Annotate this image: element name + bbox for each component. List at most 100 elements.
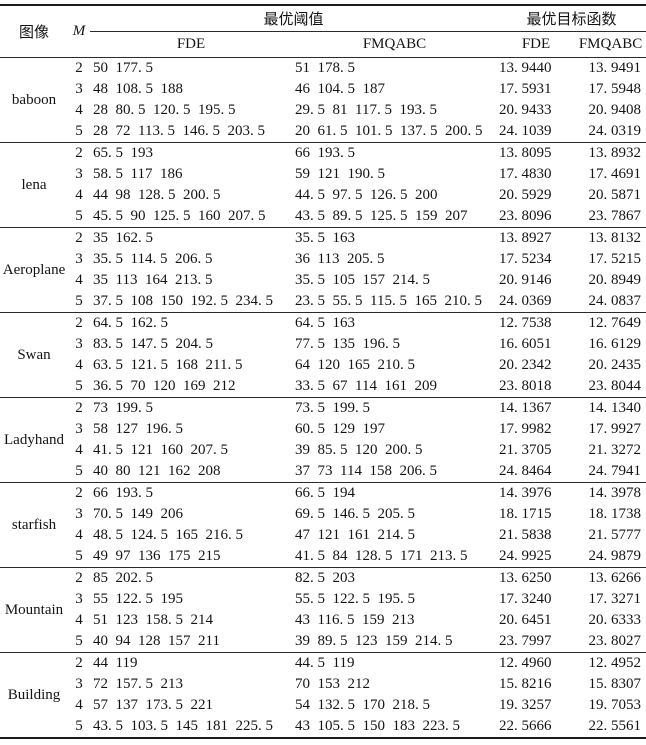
fde-thresholds: 65. 5 193 bbox=[93, 145, 153, 161]
fde-objective-value: 18. 1715 bbox=[499, 506, 552, 522]
table-row: 5 45. 5 90 125. 5 160 207. 5 43. 5 89. 5 1… bbox=[0, 206, 646, 228]
m-value: 3 bbox=[75, 166, 83, 182]
table-row: 3 58 127 196. 5 60. 5 129 197 17. 9982 17. 9… bbox=[0, 419, 646, 440]
fmqabc-objective-value: 23. 8044 bbox=[575, 376, 646, 398]
fde-objective-value: 13. 8095 bbox=[499, 145, 552, 161]
fmqabc-objective-value: 23. 7867 bbox=[575, 206, 646, 228]
fde-thresholds: 72 157. 5 213 bbox=[93, 676, 183, 692]
fmqabc-thresholds: 43 116. 5 159 213 bbox=[295, 612, 415, 628]
table-row: 5 40 80 121 162 208 37 73 114 158 206. 5 24… bbox=[0, 461, 646, 483]
m-value: 2 bbox=[75, 485, 83, 501]
table-row: 5 49 97 136 175 215 41. 5 84 128. 5 171 21… bbox=[0, 546, 646, 568]
m-value: 2 bbox=[75, 60, 83, 76]
fmqabc-objective-value: 12. 4952 bbox=[588, 655, 642, 671]
sub-header-fmqabc-threshold: FMQABC bbox=[292, 31, 498, 58]
m-value: 3 bbox=[75, 676, 83, 692]
fmqabc-thresholds: 54 132. 5 170 218. 5 bbox=[295, 697, 430, 713]
fmqabc-objective-value: 24. 9879 bbox=[575, 546, 646, 568]
fde-objective-value: 23. 8018 bbox=[497, 376, 576, 398]
table-row: starfish 2 66 193. 5 66. 5 194 14. 3976 14. 3… bbox=[0, 482, 646, 568]
m-value: 4 bbox=[75, 102, 83, 118]
m-value: 4 bbox=[75, 527, 83, 543]
fde-objective-value: 14. 1367 bbox=[499, 400, 552, 416]
fmqabc-objective-value: 17. 5948 bbox=[588, 81, 642, 97]
results-table: 图像 M 最优阈值 最优目标函数 FDE FMQABC FDE FMQABC b… bbox=[0, 4, 646, 739]
fde-thresholds: 55 122. 5 195 bbox=[93, 591, 183, 607]
fmqabc-objective-value: 22. 5561 bbox=[588, 718, 642, 734]
m-value: 4 bbox=[75, 272, 83, 288]
m-value: 4 bbox=[75, 442, 83, 458]
fmqabc-thresholds: 64. 5 163 bbox=[295, 315, 355, 331]
table-row: 3 55 122. 5 195 55. 5 122. 5 195. 5 17. 324… bbox=[0, 589, 646, 610]
fde-thresholds: 28 80. 5 120. 5 195. 5 bbox=[93, 102, 236, 118]
image-name: starfish bbox=[0, 482, 68, 568]
fde-thresholds: 44 119 bbox=[93, 655, 138, 671]
table-row: Aeroplane 2 35 162. 5 35. 5 163 13. 8927 13. … bbox=[0, 227, 646, 313]
fmqabc-objective-value: 23. 8027 bbox=[575, 631, 646, 653]
col-header-m: M bbox=[68, 5, 90, 58]
fmqabc-objective-value: 18. 1738 bbox=[588, 506, 642, 522]
fde-thresholds: 45. 5 90 125. 5 160 207. 5 bbox=[90, 206, 292, 228]
fmqabc-thresholds: 70 153 212 bbox=[295, 676, 370, 692]
table-row: 4 63. 5 121. 5 168 211. 5 64 120 165 210. … bbox=[0, 355, 646, 376]
fmqabc-objective-value: 20. 2435 bbox=[588, 357, 642, 373]
fmqabc-objective-value: 19. 7053 bbox=[588, 697, 642, 713]
m-value: 5 bbox=[68, 206, 90, 228]
group-header-optimal-threshold: 最优阈值 bbox=[90, 5, 498, 32]
table-row: 5 37. 5 108 150 192. 5 234. 5 23. 5 55. 5 … bbox=[0, 291, 646, 313]
table-row: Building 2 44 119 44. 5 119 12. 4960 12. 4952 bbox=[0, 653, 646, 703]
fmqabc-thresholds: 43. 5 89. 5 125. 5 159 207 bbox=[292, 206, 498, 228]
fde-objective-value: 15. 8216 bbox=[499, 676, 552, 692]
table-row: 5 43. 5 103. 5 145 181 225. 5 43 105. 5 15… bbox=[0, 716, 646, 738]
fmqabc-objective-value: 12. 7649 bbox=[588, 315, 642, 331]
table-row: baboon 2 50 177. 5 51 178. 5 13. 9440 13. 949… bbox=[0, 57, 646, 143]
fde-objective-value: 24. 8464 bbox=[497, 461, 576, 483]
table-row: 4 35 113 164 213. 5 35. 5 105 157 214. 5 20… bbox=[0, 270, 646, 291]
col-header-image: 图像 bbox=[0, 5, 68, 58]
fde-thresholds: 43. 5 103. 5 145 181 225. 5 bbox=[93, 718, 273, 734]
fmqabc-thresholds: 55. 5 122. 5 195. 5 bbox=[295, 591, 415, 607]
table-header: 图像 M 最优阈值 最优目标函数 FDE FMQABC FDE FMQABC bbox=[0, 5, 646, 58]
fmqabc-objective-value: 17. 5215 bbox=[588, 251, 642, 267]
m-value: 5 bbox=[68, 631, 90, 653]
table-row: 3 83. 5 147. 5 204. 5 77. 5 135 196. 5 16. … bbox=[0, 334, 646, 355]
fmqabc-thresholds: 46 104. 5 187 bbox=[295, 81, 385, 97]
m-value: 4 bbox=[75, 357, 83, 373]
table-body: baboon 2 50 177. 5 51 178. 5 13. 9440 13. 949… bbox=[0, 57, 646, 739]
fde-objective-value: 12. 7538 bbox=[499, 315, 552, 331]
fmqabc-thresholds: 64 120 165 210. 5 bbox=[295, 357, 415, 373]
fmqabc-objective-value: 13. 9491 bbox=[588, 60, 642, 76]
fmqabc-thresholds: 73. 5 199. 5 bbox=[295, 400, 370, 416]
table-row: Mountain 2 85 202. 5 82. 5 203 13. 6250 13. 6… bbox=[0, 567, 646, 653]
fmqabc-thresholds: 20 61. 5 101. 5 137. 5 200. 5 bbox=[292, 121, 498, 143]
fmqabc-thresholds: 44. 5 97. 5 126. 5 200 bbox=[295, 187, 438, 203]
table-row: 3 48 108. 5 188 46 104. 5 187 17. 5931 17. 5… bbox=[0, 79, 646, 100]
m-value: 2 bbox=[75, 570, 83, 586]
fde-objective-value: 12. 4960 bbox=[499, 655, 552, 671]
fde-objective-value: 20. 9146 bbox=[499, 272, 552, 288]
fmqabc-thresholds: 66 193. 5 bbox=[295, 145, 355, 161]
fde-thresholds: 48. 5 124. 5 165 216. 5 bbox=[93, 527, 243, 543]
table-row: Swan 2 64. 5 162. 5 64. 5 163 12. 7538 12. 76… bbox=[0, 312, 646, 398]
fmqabc-objective-value: 13. 6266 bbox=[588, 570, 642, 586]
fde-objective-value: 17. 5234 bbox=[499, 251, 552, 267]
fde-thresholds: 37. 5 108 150 192. 5 234. 5 bbox=[90, 291, 292, 313]
m-value: 4 bbox=[75, 697, 83, 713]
fmqabc-objective-value: 24. 0319 bbox=[575, 121, 646, 143]
fde-objective-value: 17. 5931 bbox=[499, 81, 552, 97]
fde-objective-value: 20. 5929 bbox=[499, 187, 552, 203]
m-value: 5 bbox=[68, 376, 90, 398]
fde-thresholds: 44 98 128. 5 200. 5 bbox=[93, 187, 221, 203]
image-name: Mountain bbox=[0, 567, 68, 653]
fde-objective-value: 17. 9982 bbox=[499, 421, 552, 437]
fmqabc-objective-value: 21. 3272 bbox=[588, 442, 642, 458]
fde-thresholds: 36. 5 70 120 169 212 bbox=[90, 376, 292, 398]
fmqabc-thresholds: 36 113 205. 5 bbox=[295, 251, 385, 267]
fmqabc-objective-value: 17. 3271 bbox=[588, 591, 642, 607]
fmqabc-thresholds: 37 73 114 158 206. 5 bbox=[292, 461, 498, 483]
table-row: 3 58. 5 117 186 59 121 190. 5 17. 4830 17. 4… bbox=[0, 164, 646, 185]
fde-thresholds: 63. 5 121. 5 168 211. 5 bbox=[93, 357, 243, 373]
fde-thresholds: 41. 5 121 160 207. 5 bbox=[93, 442, 228, 458]
m-value: 3 bbox=[75, 81, 83, 97]
fde-thresholds: 28 72 113. 5 146. 5 203. 5 bbox=[90, 121, 292, 143]
